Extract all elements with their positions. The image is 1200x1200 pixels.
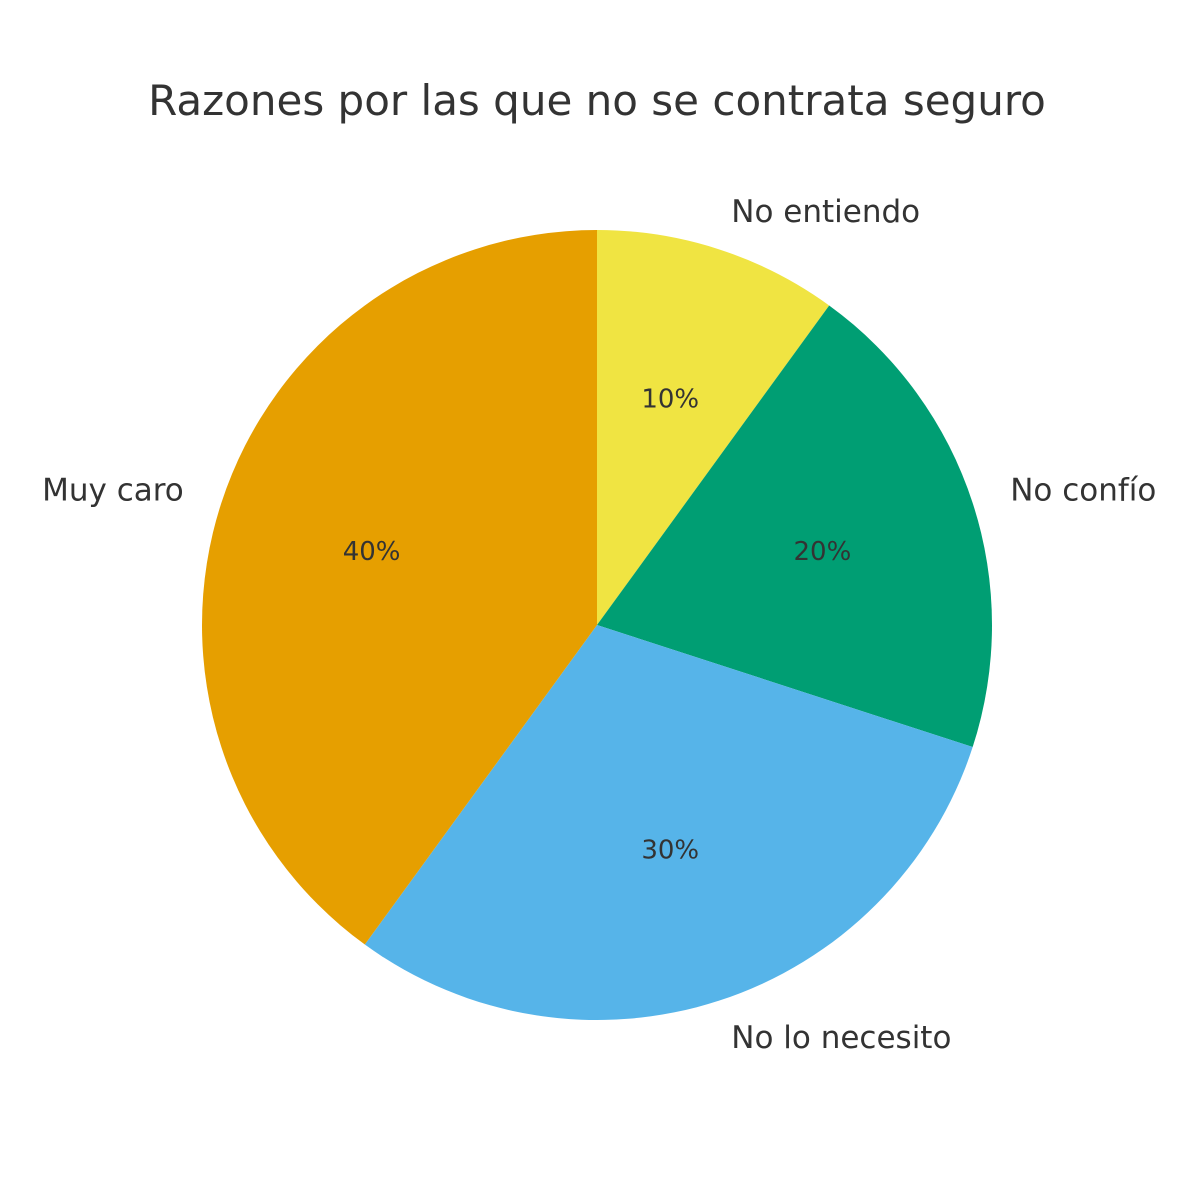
pie-slices xyxy=(202,230,992,1020)
pie-slice-no-confio xyxy=(597,305,992,748)
pct-label-muy-caro: 40% xyxy=(343,537,401,567)
slice-label-no-confio: No confío xyxy=(1010,473,1156,509)
pie-slice-no-lo-necesito xyxy=(364,625,973,1020)
slice-label-no-entiendo: No entiendo xyxy=(731,194,920,230)
pie-labels: 10% No entiendo 20% No confío 30% No lo neces… xyxy=(42,194,1156,1056)
slice-label-no-lo-necesito: No lo necesito xyxy=(731,1020,951,1056)
chart-title: Razones por las que no se contrata segur… xyxy=(148,76,1046,125)
pct-label-no-lo-necesito: 30% xyxy=(641,835,699,865)
pie-slice-no-entiendo xyxy=(597,230,830,625)
pct-label-no-confio: 20% xyxy=(794,537,852,567)
pct-label-no-entiendo: 10% xyxy=(641,385,699,415)
slice-label-muy-caro: Muy caro xyxy=(42,473,184,509)
pie-slice-muy-caro xyxy=(202,230,597,945)
